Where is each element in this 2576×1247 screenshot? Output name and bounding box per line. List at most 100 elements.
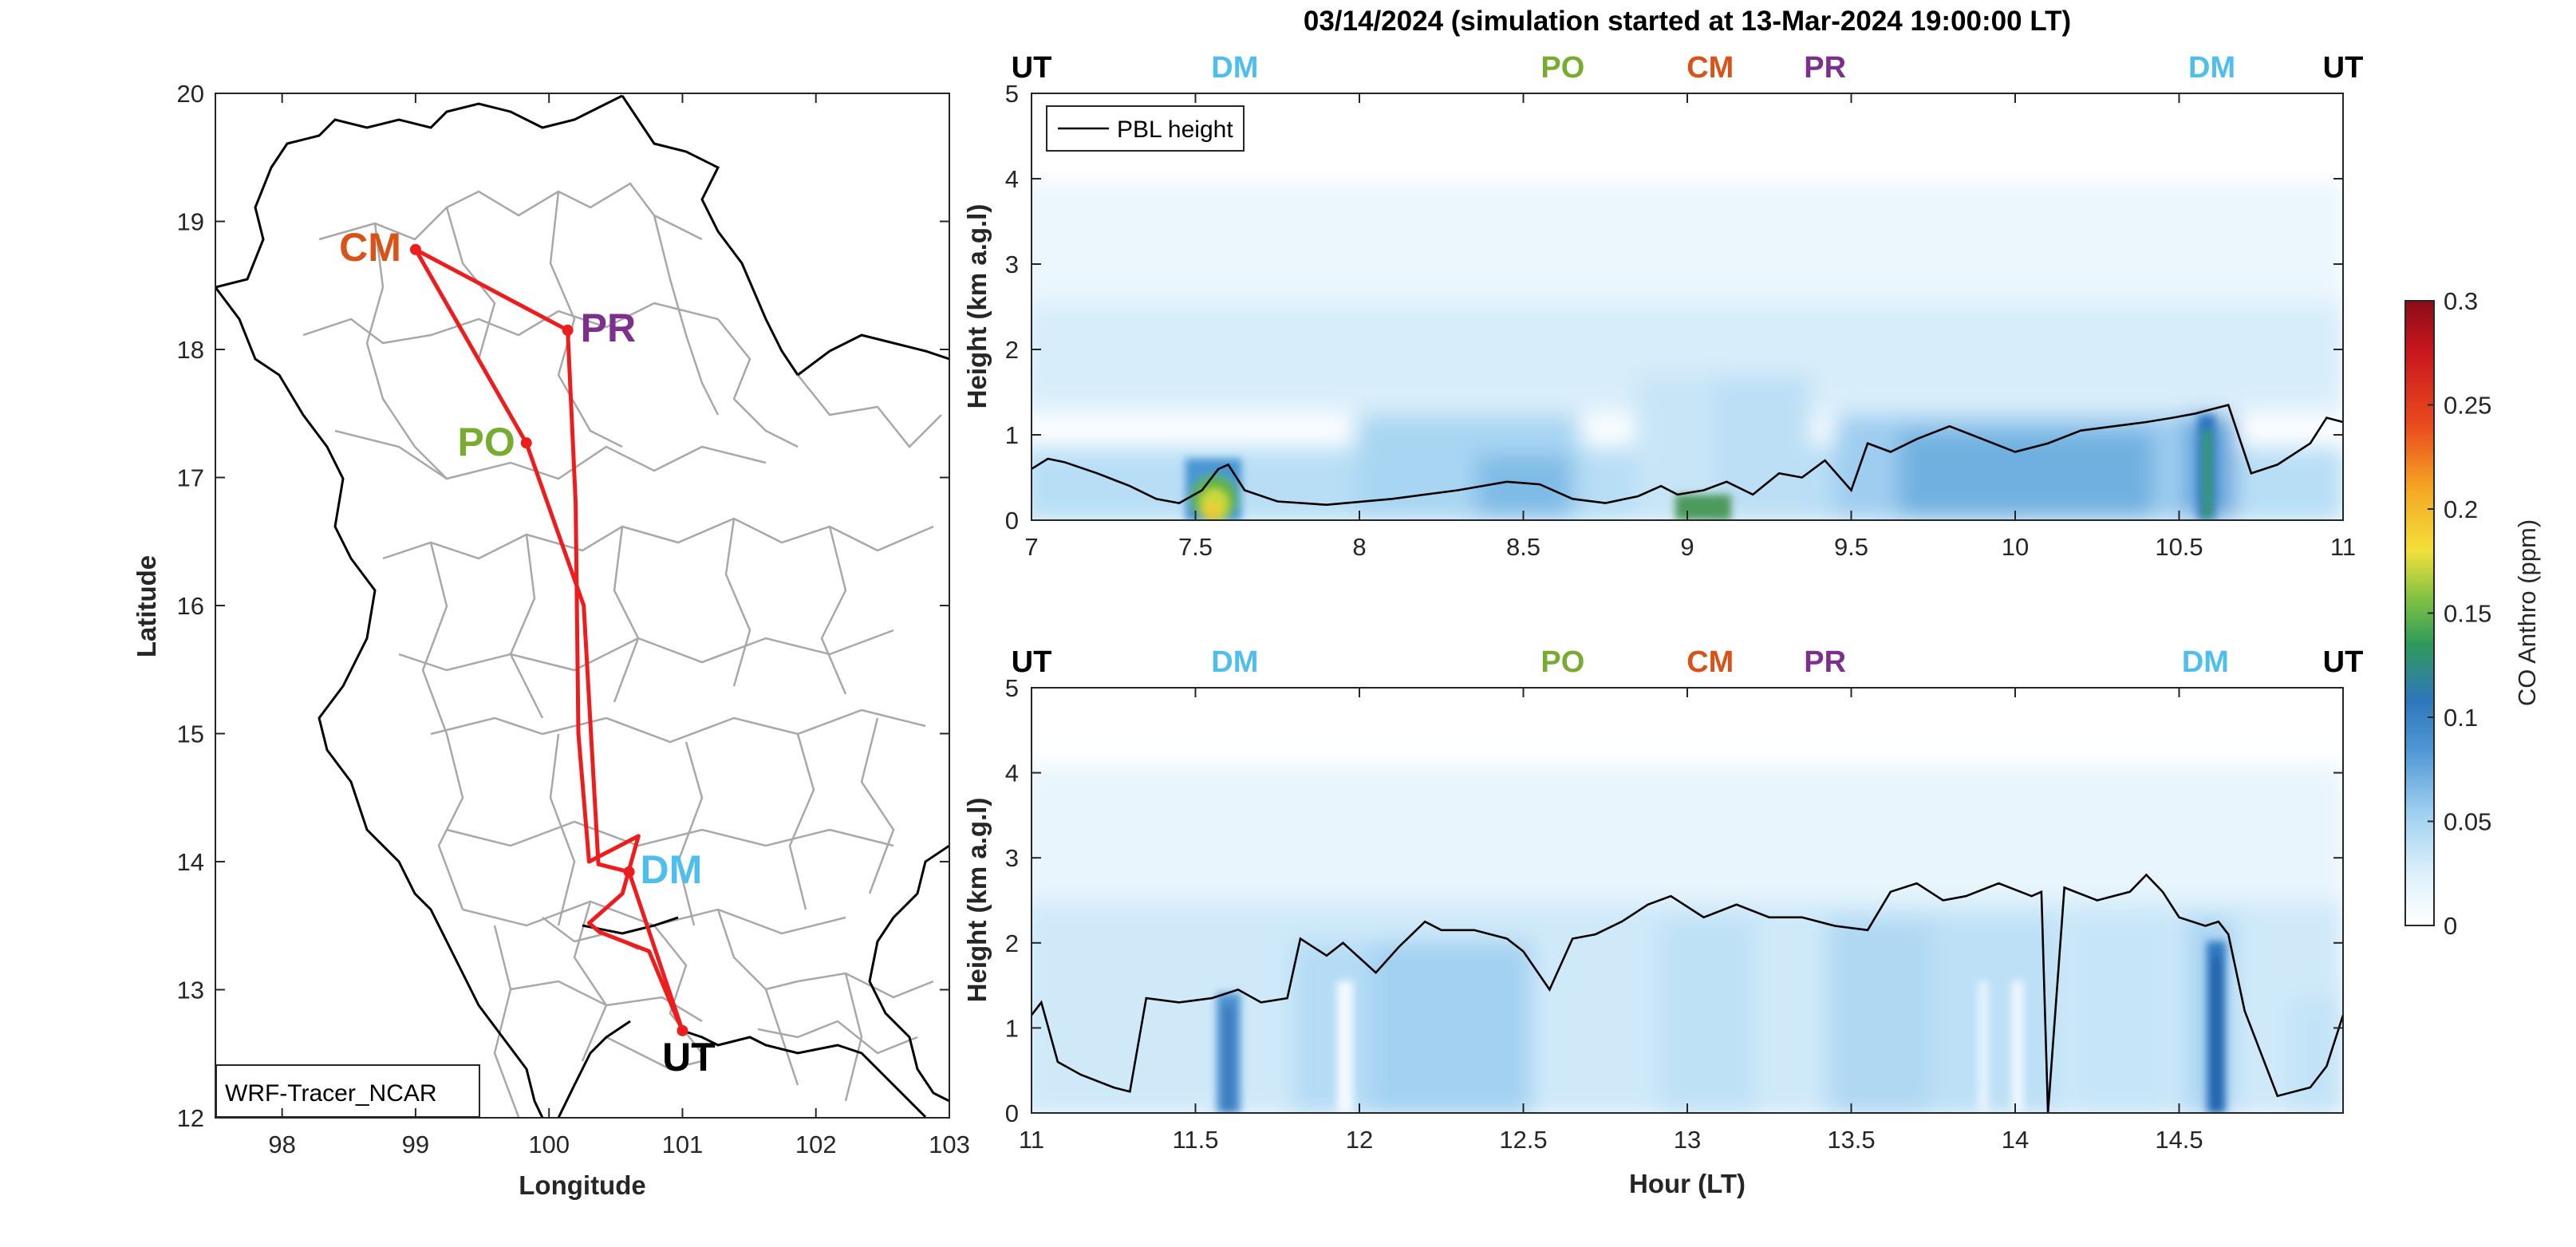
panel1-marker-po: PO (1540, 51, 1584, 85)
station-label-pr: PR (581, 306, 636, 350)
map-y-tick-label: 17 (177, 464, 204, 492)
colorbar-label: CO Anthro (ppm) (2513, 519, 2541, 706)
panel2-y-ticks: 0 1 2 3 4 5 (1005, 674, 2343, 1127)
colorbar: 0 0.05 0.1 0.15 0.2 0.25 0.3 CO Anthro (ppm) (2404, 287, 2541, 940)
colorbar-tick-label: 0.2 (2444, 495, 2478, 523)
map-x-tick-label: 101 (662, 1131, 704, 1158)
panel1-y-axis-label: Height (km a.g.l) (962, 204, 992, 409)
map-boundaries (215, 94, 949, 1118)
panel2-y-axis-label: Height (km a.g.l) (962, 798, 992, 1003)
map-x-tick-label: 103 (929, 1131, 970, 1158)
station-dot-po (520, 437, 532, 449)
panel2-x-tick-label: 14.5 (2155, 1126, 2203, 1154)
panel1-marker-ut: UT (1012, 51, 1052, 85)
curtain-panel-top: 03/14/2024 (simulation started at 13-Mar… (962, 6, 2363, 561)
panel2-x-tick-label: 14 (2002, 1126, 2029, 1154)
map-y-tick-label: 16 (177, 592, 204, 620)
panel1-station-markers: UT DM PO CM PR DM UT (1012, 51, 2364, 85)
panel2-co-hotspots (1217, 941, 2226, 1113)
map-x-tick-label: 102 (795, 1131, 837, 1158)
panel1-y-tick-label: 5 (1005, 80, 1019, 108)
panel2-x-tick-label: 12 (1346, 1126, 1373, 1154)
panel1-marker-dm: DM (2188, 51, 2235, 85)
pbl-height-line-bottom (1030, 873, 2345, 1114)
pbl-height-line-top (1031, 404, 2344, 507)
panel2-y-tick-label: 3 (1005, 844, 1019, 872)
panel1-y-tick-label: 0 (1005, 507, 1019, 535)
panel1-y-tick-label: 2 (1005, 336, 1019, 364)
map-y-ticks: 12 13 14 15 16 17 18 19 20 (177, 80, 949, 1132)
panel2-co-field (1032, 766, 2343, 1113)
colorbar-tick-label: 0.3 (2444, 287, 2478, 315)
panel1-x-tick-label: 9.5 (1834, 533, 1868, 561)
panel1-marker-ut: UT (2323, 51, 2364, 85)
panel2-marker-dm: DM (2182, 645, 2229, 679)
panel2-x-ticks: 11 11.5 12 12.5 13 13.5 14 14.5 (1019, 688, 2203, 1154)
panel1-field (1032, 183, 2343, 520)
map-y-tick-label: 20 (177, 80, 204, 108)
station-label-dm: DM (641, 847, 703, 892)
map-x-tick-label: 100 (528, 1131, 570, 1158)
map-y-tick-label: 18 (177, 336, 204, 364)
panel2-marker-ut: UT (2323, 645, 2364, 679)
map-y-tick-label: 12 (177, 1104, 204, 1132)
map-x-axis-label: Longitude (519, 1170, 645, 1200)
panel1-x-tick-label: 8 (1352, 533, 1366, 561)
map-y-tick-label: 14 (177, 848, 204, 876)
panel2-x-tick-label: 12.5 (1499, 1126, 1547, 1154)
panel2-marker-cm: CM (1686, 645, 1734, 679)
panel2-x-tick-label: 11 (1019, 1126, 1044, 1154)
chart-title: 03/14/2024 (simulation started at 13-Mar… (1304, 6, 2071, 37)
station-markers (409, 243, 688, 1036)
panel1-x-tick-label: 10.5 (2155, 533, 2203, 561)
map-panel: CM PR PO DM UT WRF-Tracer_NCAR 98 99 100 101 102… (132, 80, 970, 1200)
station-dot-dm (623, 866, 635, 878)
map-y-tick-label: 15 (177, 720, 204, 748)
colorbar-ticks: 0 0.05 0.1 0.15 0.2 0.25 0.3 (2428, 287, 2491, 940)
panel1-marker-pr: PR (1804, 51, 1846, 85)
map-y-tick-label: 19 (177, 208, 204, 236)
panel1-x-tick-label: 8.5 (1506, 533, 1540, 561)
station-dot-cm (409, 243, 421, 255)
legend-label: PBL height (1117, 116, 1233, 143)
station-label-po: PO (457, 420, 515, 464)
panel2-y-tick-label: 5 (1005, 674, 1019, 702)
panel1-x-tick-label: 9 (1680, 533, 1694, 561)
model-label-box: WRF-Tracer_NCAR (215, 1064, 480, 1118)
panel1-x-tick-label: 11 (2330, 533, 2356, 561)
panel1-co-field (1032, 183, 2343, 520)
station-dot-pr (562, 324, 574, 336)
colorbar-tick-label: 0.25 (2444, 392, 2491, 420)
flight-route (413, 247, 684, 1032)
panel2-x-tick-label: 13 (1674, 1126, 1701, 1154)
panel2-marker-dm: DM (1211, 645, 1258, 679)
panel1-x-ticks: 7 7.5 8 8.5 9 9.5 10 10.5 11 (1024, 93, 2356, 561)
panel2-x-tick-label: 11.5 (1172, 1126, 1218, 1154)
country-borders (215, 94, 949, 1118)
station-label-ut: UT (662, 1035, 716, 1079)
panel2-marker-pr: PR (1804, 645, 1846, 679)
panel2-station-markers: UT DM PO CM PR DM UT (1012, 645, 2364, 679)
panel1-y-ticks: 0 1 2 3 4 5 (1005, 80, 2343, 535)
panel1-marker-cm: CM (1686, 51, 1734, 85)
colorbar-tick-label: 0 (2444, 912, 2457, 940)
map-y-axis-label: Latitude (132, 555, 161, 657)
map-x-tick-label: 98 (268, 1131, 295, 1158)
panel2-marker-ut: UT (1012, 645, 1052, 679)
panel1-x-tick-label: 10 (2002, 533, 2029, 561)
panel1-y-tick-label: 1 (1005, 421, 1019, 449)
map-x-tick-label: 99 (402, 1131, 429, 1158)
panel1-marker-dm: DM (1211, 51, 1258, 85)
panel2-field (1032, 766, 2343, 1113)
panel1-y-tick-label: 4 (1005, 165, 1019, 193)
model-label: WRF-Tracer_NCAR (225, 1080, 437, 1107)
colorbar-tick-label: 0.15 (2444, 600, 2491, 628)
map-y-tick-label: 13 (177, 977, 204, 1004)
legend: PBL height (1046, 105, 1245, 152)
colorbar-tick-label: 0.1 (2444, 704, 2478, 732)
panel1-y-tick-label: 3 (1005, 251, 1019, 278)
panel2-x-tick-label: 13.5 (1827, 1126, 1875, 1154)
panel1-x-tick-label: 7.5 (1178, 533, 1213, 561)
